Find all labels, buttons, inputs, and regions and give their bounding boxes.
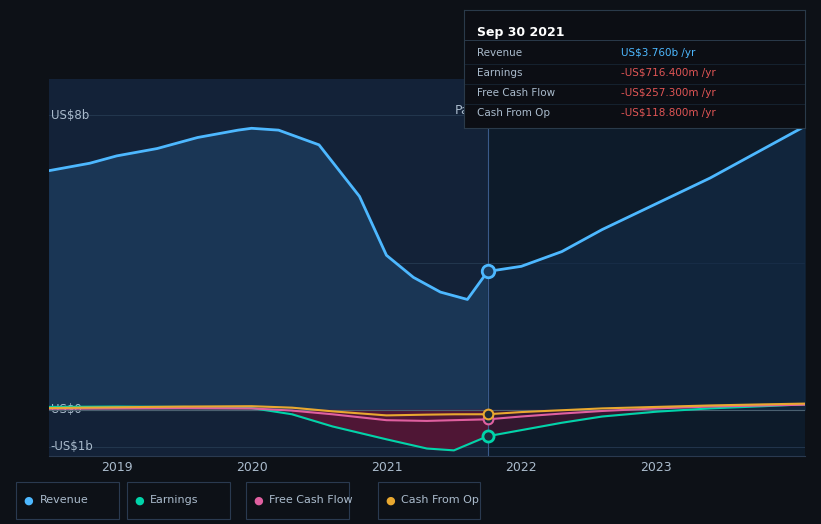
Text: -US$1b: -US$1b bbox=[51, 440, 94, 453]
Text: Earnings: Earnings bbox=[150, 495, 199, 506]
Text: Past: Past bbox=[455, 104, 481, 117]
Text: ●: ● bbox=[385, 495, 395, 506]
Text: Analysts Forecasts: Analysts Forecasts bbox=[494, 104, 611, 117]
Text: Free Cash Flow: Free Cash Flow bbox=[478, 88, 556, 98]
Text: Revenue: Revenue bbox=[39, 495, 88, 506]
Text: Cash From Op: Cash From Op bbox=[478, 108, 551, 118]
Text: Cash From Op: Cash From Op bbox=[401, 495, 479, 506]
Text: Sep 30 2021: Sep 30 2021 bbox=[478, 26, 565, 39]
Text: Free Cash Flow: Free Cash Flow bbox=[269, 495, 353, 506]
Text: -US$257.300m /yr: -US$257.300m /yr bbox=[621, 88, 715, 98]
Text: Revenue: Revenue bbox=[478, 48, 523, 58]
Text: US$8b: US$8b bbox=[51, 109, 89, 122]
Text: US$3.760b /yr: US$3.760b /yr bbox=[621, 48, 695, 58]
Text: -US$716.400m /yr: -US$716.400m /yr bbox=[621, 68, 715, 78]
Bar bbox=[488, 79, 805, 456]
Bar bbox=[49, 79, 488, 456]
Text: US$0: US$0 bbox=[51, 403, 81, 417]
Text: ●: ● bbox=[24, 495, 34, 506]
Text: Earnings: Earnings bbox=[478, 68, 523, 78]
Text: ●: ● bbox=[254, 495, 264, 506]
Text: ●: ● bbox=[135, 495, 144, 506]
Text: -US$118.800m /yr: -US$118.800m /yr bbox=[621, 108, 715, 118]
